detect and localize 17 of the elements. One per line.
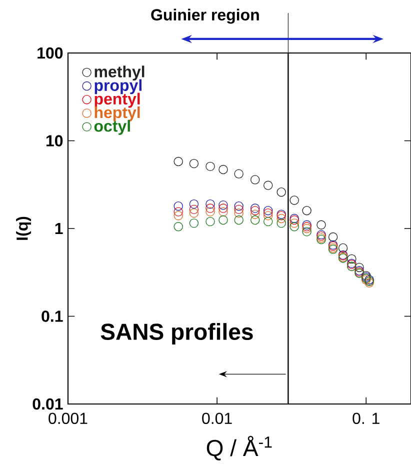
annotation: SANS profiles [100,323,253,345]
y-tick-label: 0.1 [42,310,63,322]
text: Guinier region [151,8,259,24]
legend-label: pentyl [94,92,140,108]
legend-label: propyl [94,79,142,94]
x-tick-label: 0.01 [202,412,232,424]
legend-label: octyl [94,120,130,135]
legend-label: heptyl [94,106,140,122]
legend-label: methyl [94,66,144,81]
y-tick-label: 10 [46,135,63,146]
x-axis-title: Q / Å$^{-1}$ [206,436,272,460]
x-tick-label: 0.001 [48,412,88,424]
y-axis-title: I(q) [16,216,31,240]
y-tick-label: 1 [55,223,63,234]
y-tick-label: 100 [38,47,63,59]
y-tick-label: 0.01 [32,398,63,410]
x-tick-label: 0. 1 [352,412,380,424]
